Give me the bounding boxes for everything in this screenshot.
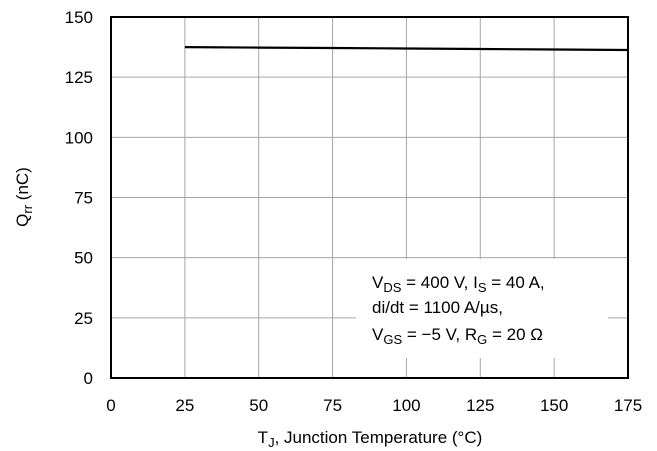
x-tick-label: 175 xyxy=(614,396,642,415)
y-tick-label: 0 xyxy=(84,369,93,388)
annotation-background xyxy=(356,259,608,358)
y-tick-label: 150 xyxy=(65,8,93,27)
y-tick-label: 25 xyxy=(74,309,93,328)
x-tick-label: 100 xyxy=(392,396,420,415)
x-tick-label: 150 xyxy=(540,396,568,415)
y-tick-label: 125 xyxy=(65,68,93,87)
x-tick-label: 125 xyxy=(466,396,494,415)
series-group xyxy=(184,46,629,52)
grid-lines xyxy=(111,17,628,378)
annotation-line-2: di/dt = 1100 A/µs, xyxy=(372,298,503,317)
y-tick-label: 75 xyxy=(74,189,93,208)
x-tick-label: 75 xyxy=(323,396,342,415)
annotation-line-3: VGS = −5 V, RG = 20 Ω xyxy=(372,325,543,347)
series-line xyxy=(184,46,629,52)
x-axis-ticks: 0 25 50 75 100 125 150 175 xyxy=(106,396,642,415)
annotation-line-1: VDS = 400 V, IS = 40 A, xyxy=(372,273,545,295)
x-tick-label: 50 xyxy=(249,396,268,415)
y-axis-ticks: 0 25 50 75 100 125 150 xyxy=(65,8,93,388)
x-tick-label: 0 xyxy=(106,396,115,415)
y-tick-label: 100 xyxy=(65,128,93,147)
plot-frame xyxy=(110,16,629,379)
y-tick-label: 50 xyxy=(74,249,93,268)
x-tick-label: 25 xyxy=(175,396,194,415)
y-axis-label: Qrr (nC) xyxy=(13,167,35,227)
x-axis-label: TJ, Junction Temperature (°C) xyxy=(258,428,483,450)
